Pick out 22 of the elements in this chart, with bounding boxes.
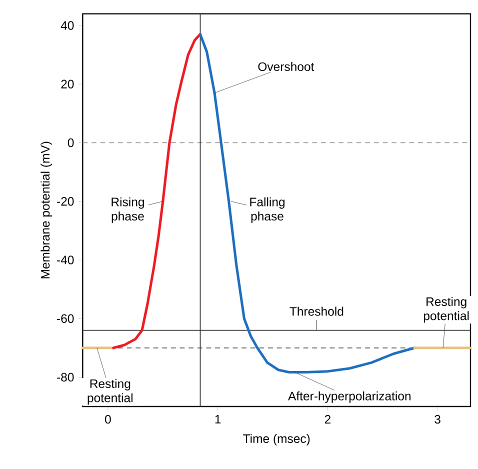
x-tick-label: 2: [324, 415, 330, 424]
annotation: After-hyperpolarization: [288, 392, 410, 404]
y-axis-title: Membrane potential (mV): [40, 142, 52, 279]
annotation: Falling phase: [250, 198, 285, 224]
line-series: [198, 33, 416, 374]
line-series: [112, 33, 202, 350]
x-axis-title: Time (msec): [243, 434, 310, 446]
y-tick-label: 0: [68, 138, 74, 148]
y-tick-label: -60: [57, 314, 74, 324]
annotation: Rising phase: [112, 198, 144, 224]
ref-line-label: Threshold: [290, 306, 344, 316]
annotation: Overshoot: [258, 62, 314, 72]
annotation: Resting potential: [424, 297, 469, 323]
x-tick-label: 1: [215, 415, 221, 424]
y-tick-label: -40: [57, 256, 74, 265]
y-tick-label: -20: [57, 197, 74, 206]
y-tick-label: 40: [60, 21, 74, 30]
y-tick-label: -80: [57, 373, 74, 382]
x-tick-label: 0: [105, 415, 111, 424]
y-tick-label: 20: [61, 80, 74, 89]
annotation: Resting potential: [88, 379, 132, 405]
x-tick-label: 3: [434, 415, 440, 424]
